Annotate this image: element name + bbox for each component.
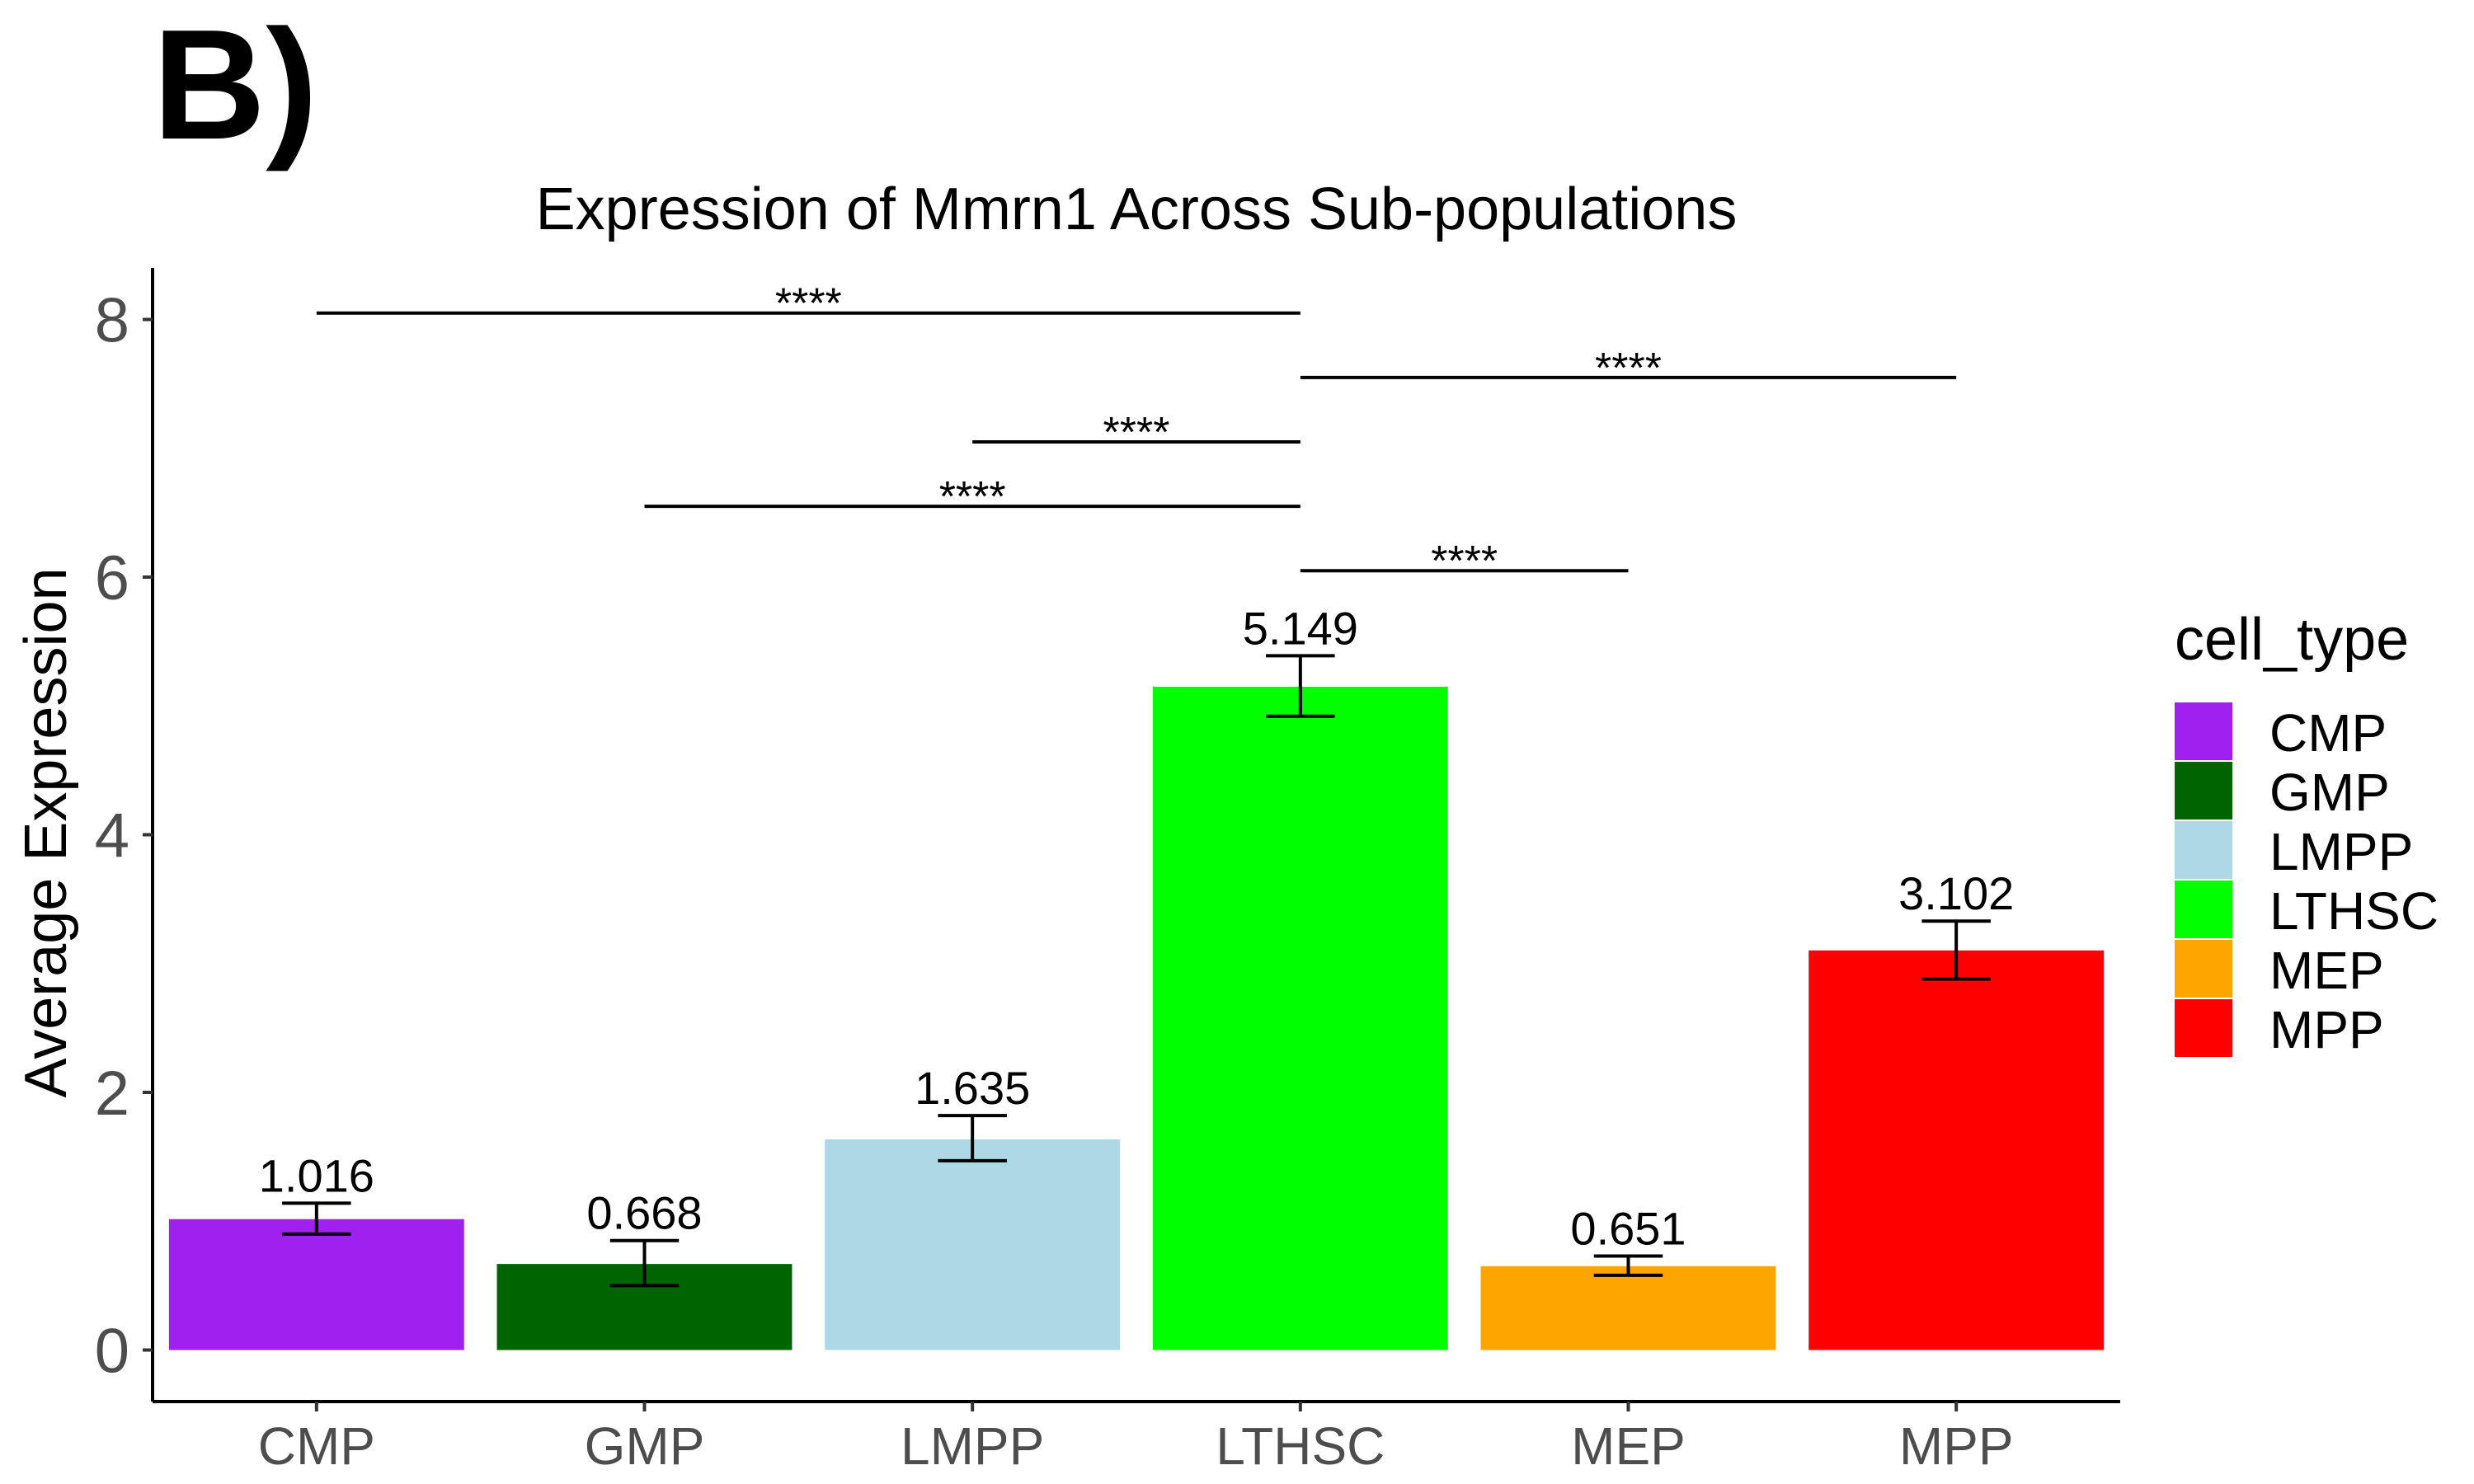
- y-tick-label-6: 6: [95, 543, 129, 613]
- significance-label-5: ****: [1431, 538, 1498, 585]
- error-bar-cmp: [282, 1201, 351, 1236]
- significance-label-1: ****: [775, 280, 842, 328]
- y-axis-label: Average Expression: [13, 567, 79, 1097]
- bar-lmpp: [825, 1139, 1121, 1350]
- bar-mep: [1480, 1266, 1776, 1350]
- value-label-mep: 0.651: [1570, 1202, 1686, 1254]
- y-tick-label-2: 2: [95, 1059, 129, 1129]
- legend-label-mep: MEP: [2269, 941, 2384, 1000]
- error-bars-group: [282, 654, 1991, 1288]
- x-tick-label-lmpp: LMPP: [901, 1416, 1044, 1476]
- error-bar-lthsc: [1266, 654, 1335, 718]
- x-tick-label-mpp: MPP: [1899, 1416, 2014, 1476]
- legend-label-lthsc: LTHSC: [2269, 881, 2439, 941]
- significance-label-4: ****: [939, 473, 1006, 521]
- value-label-lthsc: 5.149: [1243, 602, 1358, 654]
- significance-label-2: ****: [1595, 345, 1662, 392]
- x-tick-label-lthsc: LTHSC: [1216, 1416, 1385, 1476]
- legend-key-mpp: [2175, 999, 2232, 1057]
- error-bar-mpp: [1921, 919, 1991, 981]
- bar-mpp: [1808, 950, 2105, 1350]
- legend-key-lthsc: [2175, 881, 2232, 938]
- legend-key-cmp: [2175, 702, 2232, 760]
- chart-title: Expression of Mmrn1 Across Sub-populatio…: [536, 176, 1738, 242]
- value-label-cmp: 1.016: [259, 1149, 374, 1201]
- legend-title: cell_type: [2175, 607, 2409, 673]
- bar-lthsc: [1152, 686, 1448, 1350]
- legend-key-gmp: [2175, 762, 2232, 819]
- value-labels-group: 1.016 0.668 1.635 5.149 0.651 3.102: [259, 602, 2014, 1254]
- x-tick-label-mep: MEP: [1571, 1416, 1686, 1476]
- value-label-gmp: 0.668: [586, 1187, 702, 1239]
- panel-label: B): [153, 0, 317, 172]
- value-label-mpp: 3.102: [1898, 867, 2014, 919]
- significance-annotations: **** **** **** **** ****: [316, 280, 1957, 585]
- legend-key-lmpp: [2175, 821, 2232, 879]
- x-axis-ticks: CMP GMP LMPP LTHSC MEP MPP: [258, 1402, 2014, 1476]
- x-tick-label-gmp: GMP: [585, 1416, 705, 1476]
- error-bar-gmp: [609, 1238, 680, 1288]
- legend-label-mpp: MPP: [2269, 1000, 2384, 1059]
- bars-group: [168, 686, 2105, 1350]
- x-tick-label-cmp: CMP: [258, 1416, 375, 1476]
- bar-cmp: [168, 1219, 464, 1350]
- legend-key-mep: [2175, 940, 2232, 998]
- error-bar-lmpp: [938, 1114, 1007, 1162]
- legend-label-lmpp: LMPP: [2269, 822, 2413, 881]
- error-bar-mep: [1593, 1254, 1663, 1277]
- legend-label-cmp: CMP: [2269, 703, 2387, 763]
- y-tick-label-0: 0: [95, 1317, 129, 1387]
- significance-label-3: ****: [1103, 409, 1170, 457]
- value-label-lmpp: 1.635: [915, 1062, 1030, 1114]
- y-tick-label-8: 8: [95, 286, 129, 356]
- y-axis-ticks: 0 2 4 6 8: [95, 286, 153, 1387]
- legend-label-gmp: GMP: [2269, 763, 2390, 822]
- y-tick-label-4: 4: [95, 801, 129, 871]
